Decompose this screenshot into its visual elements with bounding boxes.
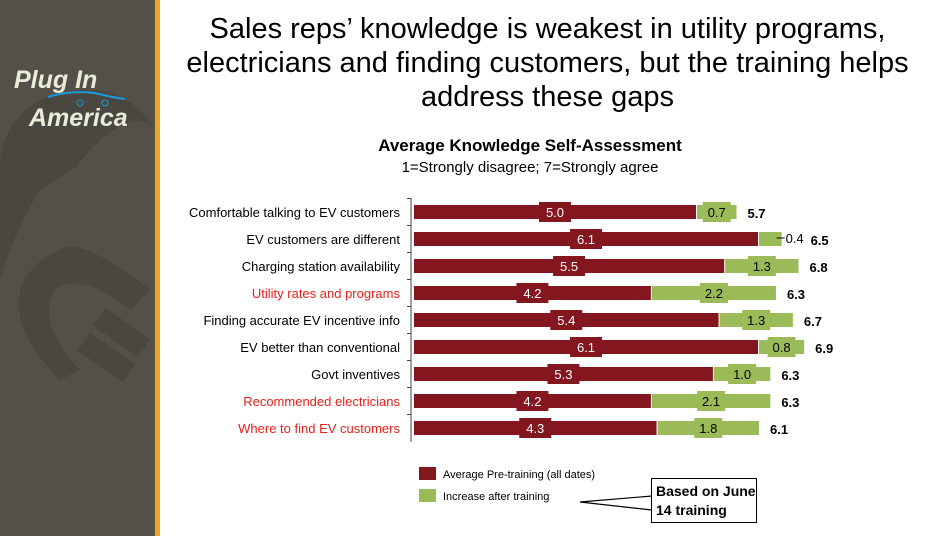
data-label-pre: 5.4 [557, 313, 575, 328]
total-label: 6.3 [787, 287, 805, 302]
data-label-bg [702, 202, 731, 222]
data-label-bg [516, 283, 549, 303]
data-label-bg [570, 337, 603, 357]
data-label-bg [767, 337, 796, 357]
data-label-increase: 2.2 [705, 286, 723, 301]
data-label-pre: 4.3 [526, 421, 544, 436]
bar-increase [651, 286, 776, 300]
legend-label: Increase after training [443, 491, 549, 503]
bar-increase [713, 367, 771, 381]
bar-pre-training [414, 313, 719, 327]
data-label-bg [694, 418, 723, 438]
data-label-bg [550, 310, 583, 330]
bar-increase [657, 421, 760, 435]
data-label-pre: 5.0 [546, 205, 564, 220]
data-label-bg [519, 418, 552, 438]
callout-box: Based on June 14 training [651, 478, 757, 523]
total-label: 6.9 [815, 341, 833, 356]
bar-pre-training [414, 340, 759, 354]
data-label-bg [547, 364, 580, 384]
bar-increase [651, 394, 771, 408]
total-label: 6.7 [804, 314, 822, 329]
data-label-pre: 4.2 [523, 394, 541, 409]
data-label-pre: 5.5 [560, 259, 578, 274]
data-label-pre: 4.2 [523, 286, 541, 301]
bar-pre-training [414, 286, 651, 300]
total-label: 5.7 [747, 206, 765, 221]
category-label: Govt inventives [311, 367, 400, 382]
category-label: EV better than conventional [240, 340, 400, 355]
data-label-increase: 1.3 [753, 259, 771, 274]
total-label: 6.1 [770, 422, 788, 437]
data-label-increase: 0.4 [786, 231, 804, 246]
category-label: Comfortable talking to EV customers [189, 205, 400, 220]
data-label-bg [697, 391, 726, 411]
data-label-increase: 1.3 [747, 313, 765, 328]
bar-increase [697, 205, 737, 219]
bar-pre-training [414, 205, 696, 219]
data-label-pre: 6.1 [577, 340, 595, 355]
logo-text: America [29, 104, 128, 132]
data-label-bg [570, 229, 603, 249]
data-label-increase: 0.7 [708, 205, 726, 220]
logo-text: Plug In [14, 66, 98, 94]
data-label-bg [539, 202, 571, 222]
category-label: Where to find EV customers [238, 421, 400, 436]
data-label-bg [699, 283, 728, 303]
data-label-bg [553, 256, 586, 276]
category-label: Utility rates and programs [252, 286, 401, 301]
category-label: Finding accurate EV incentive info [203, 313, 400, 328]
data-label-increase: 1.8 [699, 421, 717, 436]
bar-increase [759, 232, 782, 246]
bar-increase [725, 259, 799, 273]
data-label-increase: 2.1 [702, 394, 720, 409]
data-label-increase: 1.0 [733, 367, 751, 382]
legend-label: Average Pre-training (all dates) [443, 469, 595, 481]
bar-pre-training [414, 394, 651, 408]
bar-pre-training [414, 421, 657, 435]
legend-swatch [419, 467, 436, 480]
data-label-bg [742, 310, 771, 330]
category-label: Charging station availability [242, 259, 401, 274]
chart-subtitle: 1=Strongly disagree; 7=Strongly agree [401, 159, 659, 176]
data-label-increase: 0.8 [773, 340, 791, 355]
total-label: 6.3 [781, 368, 799, 383]
category-label: Recommended electricians [243, 394, 400, 409]
chart-title: Average Knowledge Self-Assessment [378, 136, 682, 155]
accent-stripe [155, 0, 160, 536]
data-label-pre: 5.3 [554, 367, 572, 382]
data-label-bg [747, 256, 776, 276]
bar-increase [719, 313, 793, 327]
slide-title: Sales reps’ knowledge is weakest in util… [186, 13, 909, 113]
data-label-bg [728, 364, 757, 384]
total-label: 6.5 [811, 233, 829, 248]
total-label: 6.8 [810, 260, 828, 275]
bar-pre-training [414, 259, 725, 273]
bar-pre-training [414, 367, 713, 381]
data-label-bg [516, 391, 549, 411]
bar-pre-training [414, 232, 759, 246]
category-label: EV customers are different [246, 232, 400, 247]
legend-swatch [419, 489, 436, 502]
data-label-pre: 6.1 [577, 232, 595, 247]
bar-increase [759, 340, 805, 354]
total-label: 6.3 [781, 395, 799, 410]
